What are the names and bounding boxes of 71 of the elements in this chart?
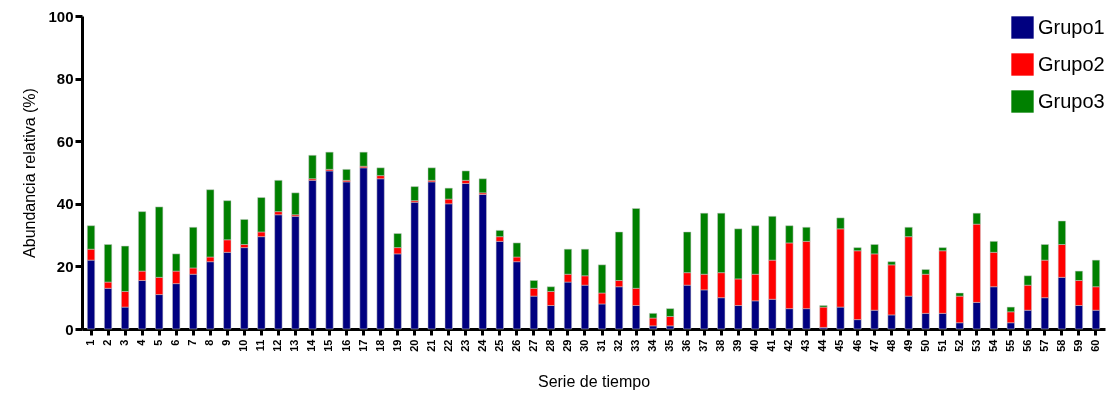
x-tick-label: 23 bbox=[458, 339, 471, 352]
x-tick-label: 59 bbox=[1071, 339, 1084, 352]
y-tick-label: 60 bbox=[56, 132, 74, 150]
x-tick-label: 24 bbox=[475, 338, 488, 352]
x-tick-label: 29 bbox=[560, 339, 573, 352]
y-tick-label: 20 bbox=[56, 257, 74, 275]
x-tick-label: 28 bbox=[543, 339, 556, 352]
x-tick-label: 33 bbox=[629, 339, 642, 352]
x-tick-label: 18 bbox=[373, 339, 386, 352]
x-tick-label: 3 bbox=[118, 339, 131, 346]
x-tick-label: 2 bbox=[101, 339, 114, 346]
x-tick-label: 53 bbox=[969, 339, 982, 352]
x-tick-label: 19 bbox=[390, 339, 403, 352]
x-tick-label: 13 bbox=[288, 339, 301, 352]
x-tick-label: 15 bbox=[322, 339, 335, 352]
x-tick-label: 50 bbox=[918, 339, 931, 352]
x-tick-label: 43 bbox=[799, 339, 812, 352]
x-tick-label: 52 bbox=[952, 339, 965, 352]
x-tick-label: 35 bbox=[663, 339, 676, 352]
x-tick-label: 1 bbox=[84, 339, 97, 346]
x-tick-label: 11 bbox=[254, 339, 267, 352]
legend-label: Grupo2 bbox=[1038, 52, 1105, 75]
x-tick-label: 8 bbox=[203, 339, 216, 346]
x-tick-label: 4 bbox=[135, 338, 148, 346]
y-axis-title: Abundancia relativa (%) bbox=[21, 88, 39, 258]
x-tick-label: 30 bbox=[577, 339, 590, 352]
x-tick-label: 57 bbox=[1037, 339, 1050, 352]
x-tick-label: 10 bbox=[237, 339, 250, 352]
x-tick-label: 60 bbox=[1088, 339, 1101, 352]
x-tick-label: 25 bbox=[492, 339, 505, 352]
x-tick-label: 38 bbox=[714, 339, 727, 352]
x-tick-label: 5 bbox=[152, 339, 165, 346]
x-tick-label: 21 bbox=[424, 339, 437, 352]
x-tick-label: 48 bbox=[884, 339, 897, 352]
x-tick-label: 58 bbox=[1054, 339, 1067, 352]
x-tick-label: 54 bbox=[986, 338, 999, 352]
x-tick-label: 26 bbox=[509, 339, 522, 352]
x-tick-label: 32 bbox=[612, 339, 625, 352]
y-tick-label: 0 bbox=[65, 320, 74, 338]
x-tick-label: 41 bbox=[765, 339, 778, 352]
x-tick-label: 51 bbox=[935, 339, 948, 352]
legend-label: Grupo1 bbox=[1038, 15, 1105, 38]
x-tick-label: 44 bbox=[816, 338, 829, 352]
y-tick-label: 100 bbox=[48, 7, 74, 25]
x-tick-label: 31 bbox=[595, 339, 608, 352]
x-tick-label: 9 bbox=[220, 339, 233, 346]
x-tick-label: 56 bbox=[1020, 339, 1033, 352]
x-tick-label: 36 bbox=[680, 339, 693, 352]
x-tick-label: 46 bbox=[850, 339, 863, 352]
y-tick-label: 80 bbox=[56, 70, 74, 88]
y-tick-label: 40 bbox=[56, 195, 74, 213]
x-tick-label: 40 bbox=[748, 339, 761, 352]
x-tick-label: 49 bbox=[901, 339, 914, 352]
x-tick-label: 6 bbox=[169, 339, 182, 346]
x-tick-label: 39 bbox=[731, 339, 744, 352]
x-axis-title: Serie de tiempo bbox=[537, 372, 651, 390]
x-tick-label: 22 bbox=[441, 339, 454, 352]
x-tick-label: 42 bbox=[782, 339, 795, 352]
x-tick-label: 20 bbox=[407, 339, 420, 352]
x-tick-label: 14 bbox=[305, 338, 318, 352]
x-tick-label: 27 bbox=[526, 339, 539, 352]
legend-label: Grupo3 bbox=[1038, 89, 1105, 112]
x-tick-label: 55 bbox=[1003, 339, 1016, 352]
x-tick-label: 47 bbox=[867, 339, 880, 352]
x-tick-label: 34 bbox=[646, 338, 659, 352]
x-tick-label: 45 bbox=[833, 339, 846, 352]
x-tick-label: 12 bbox=[271, 339, 284, 352]
x-tick-label: 16 bbox=[339, 339, 352, 352]
x-tick-label: 37 bbox=[697, 339, 710, 352]
x-tick-label: 7 bbox=[186, 339, 199, 346]
x-tick-label: 17 bbox=[356, 339, 369, 352]
